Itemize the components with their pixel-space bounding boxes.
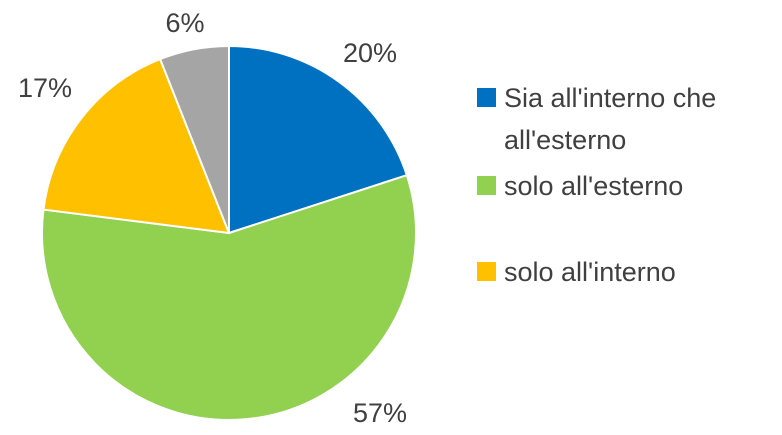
- legend-label: solo all'interno: [504, 257, 676, 287]
- legend-label: Sia all'interno che all'esterno: [504, 83, 717, 155]
- legend-swatch: [477, 262, 496, 281]
- data-label: 6%: [165, 8, 204, 38]
- legend-entry: solo all'esterno: [477, 165, 777, 207]
- legend-label: solo all'esterno: [504, 171, 684, 201]
- pie-slice: [158, 44, 230, 234]
- legend-swatch: [477, 88, 496, 107]
- legend-entry: Sia all'interno che all'esterno: [477, 77, 777, 161]
- legend-swatch: [477, 176, 496, 195]
- pie-slice: [228, 44, 409, 235]
- data-label: 57%: [353, 398, 407, 428]
- data-label: 17%: [18, 73, 72, 103]
- data-label: 20%: [343, 38, 397, 68]
- legend-entry: solo all'interno: [477, 251, 777, 293]
- pie-slice: [42, 57, 231, 235]
- pie-slice: [41, 173, 417, 421]
